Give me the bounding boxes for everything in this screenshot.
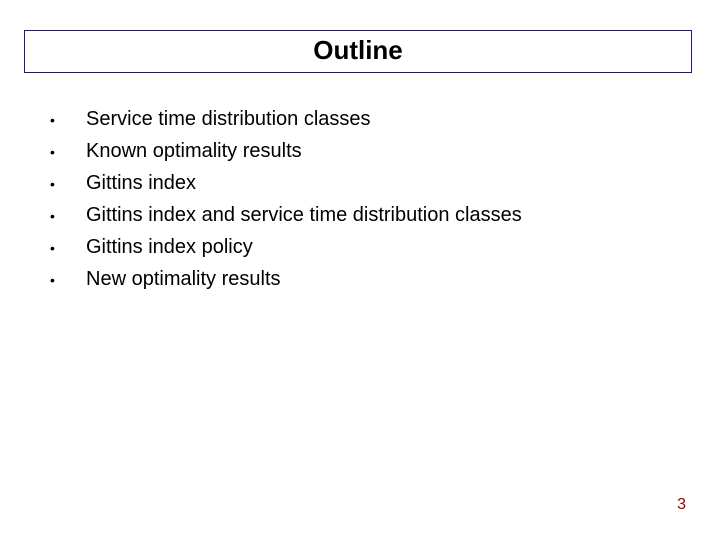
bullet-text: Gittins index and service time distribut… [86, 200, 668, 231]
bullet-marker: • [48, 265, 86, 296]
list-item: • Gittins index [48, 168, 668, 200]
slide-title: Outline [313, 35, 403, 65]
bullet-text: Service time distribution classes [86, 104, 668, 135]
title-box: Outline [24, 30, 692, 73]
page-number: 3 [677, 496, 686, 514]
list-item: • Gittins index policy [48, 232, 668, 264]
bullet-marker: • [48, 201, 86, 232]
bullet-marker: • [48, 137, 86, 168]
list-item: • New optimality results [48, 264, 668, 296]
bullet-marker: • [48, 169, 86, 200]
list-item: • Service time distribution classes [48, 104, 668, 136]
bullet-text: New optimality results [86, 264, 668, 295]
bullet-marker: • [48, 233, 86, 264]
list-item: • Gittins index and service time distrib… [48, 200, 668, 232]
bullet-text: Gittins index [86, 168, 668, 199]
bullet-marker: • [48, 105, 86, 136]
bullet-list: • Service time distribution classes • Kn… [48, 104, 668, 296]
bullet-text: Known optimality results [86, 136, 668, 167]
list-item: • Known optimality results [48, 136, 668, 168]
bullet-text: Gittins index policy [86, 232, 668, 263]
